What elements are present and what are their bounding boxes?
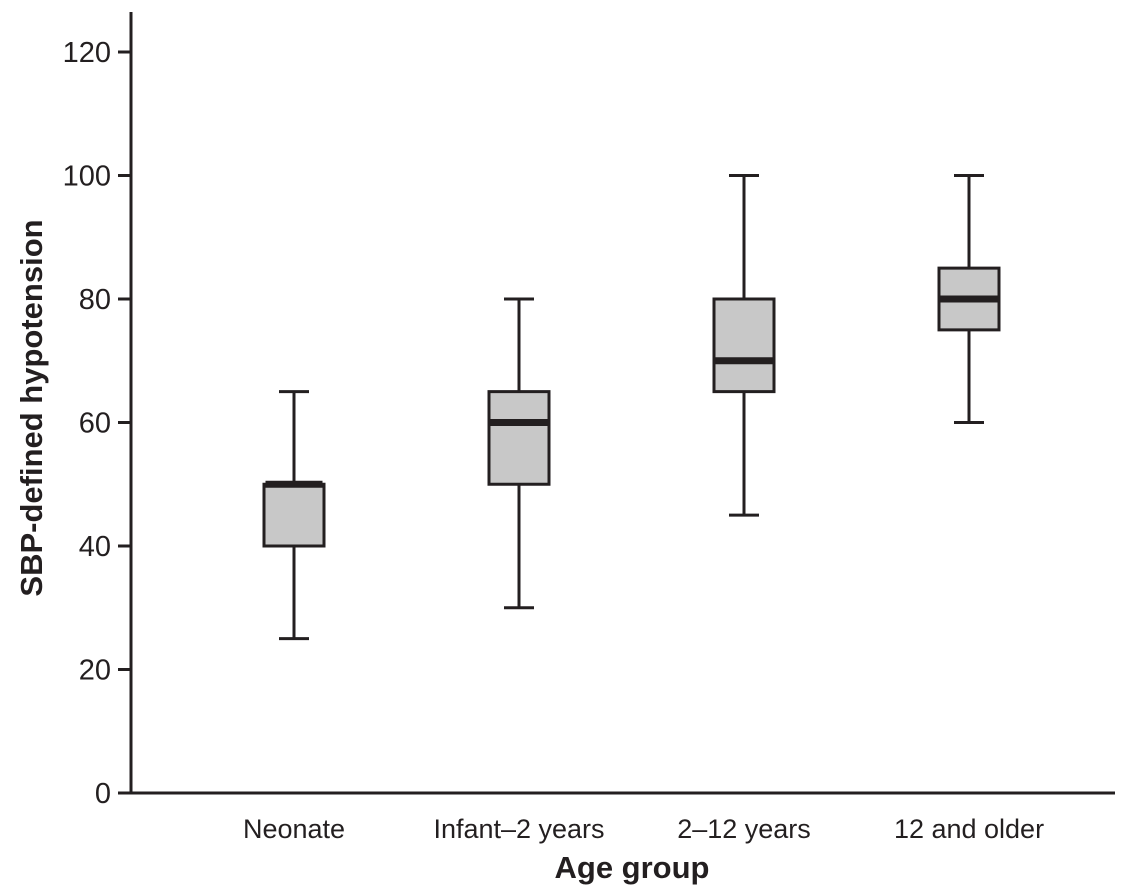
box-group xyxy=(262,390,326,641)
x-category-label: 12 and older xyxy=(894,814,1044,844)
y-tick-label: 120 xyxy=(63,37,111,69)
y-tick-label: 80 xyxy=(79,284,111,316)
y-axis-title: SBP-defined hypotension xyxy=(14,219,49,596)
x-category-label: Neonate xyxy=(243,814,345,844)
axes xyxy=(129,12,1115,795)
y-tick-label: 60 xyxy=(79,408,111,440)
y-tick-label: 40 xyxy=(79,531,111,563)
y-tick-label: 20 xyxy=(79,655,111,687)
x-axis: Neonate Infant–2 years 2–12 years 12 and ol… xyxy=(243,814,1044,844)
y-tick-label: 0 xyxy=(95,778,111,810)
box-group xyxy=(487,297,551,610)
y-tick-label: 100 xyxy=(63,161,111,193)
iqr-box xyxy=(712,297,776,394)
plot-area xyxy=(262,174,1001,641)
y-axis: 0 20 40 60 80 100 120 xyxy=(63,37,131,810)
x-axis-title: Age group xyxy=(555,850,710,885)
box-group xyxy=(937,174,1001,424)
iqr-box xyxy=(487,390,551,486)
iqr-box xyxy=(262,482,326,548)
x-category-label: 2–12 years xyxy=(677,814,811,844)
x-category-label: Infant–2 years xyxy=(433,814,604,844)
box-group xyxy=(712,174,776,517)
